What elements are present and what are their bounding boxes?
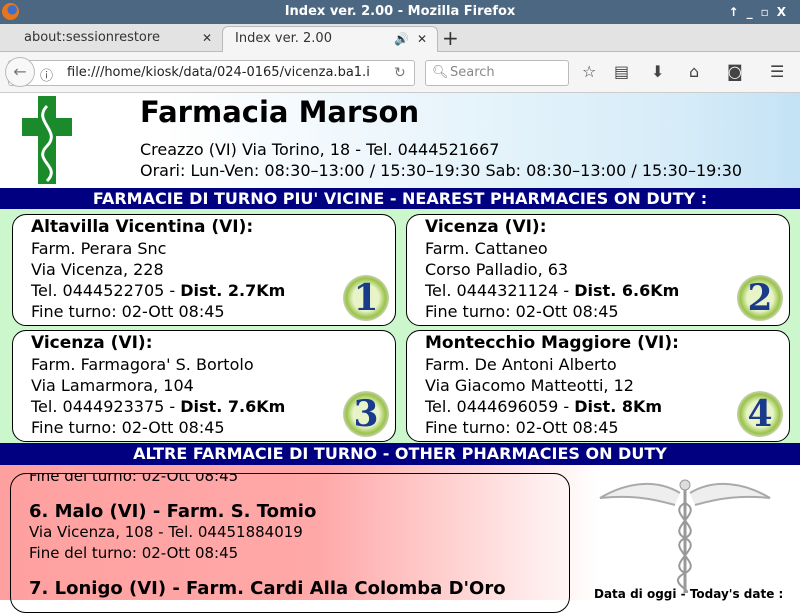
card-distance: Dist. 2.7Km: [180, 281, 286, 300]
speaker-icon[interactable]: 🔊: [394, 32, 409, 46]
nearest-banner: FARMACIE DI TURNO PIU' VICINE - NEAREST …: [0, 188, 800, 210]
other-banner: ALTRE FARMACIE DI TURNO - OTHER PHARMACI…: [0, 443, 800, 465]
window-title: Index ver. 2.00 - Mozilla Firefox: [284, 4, 516, 19]
card-distance: Dist. 7.6Km: [180, 397, 286, 416]
download-icon[interactable]: ⬇: [651, 62, 665, 81]
card-name: Farm. De Antoni Alberto: [425, 355, 617, 374]
other-pharmacies: Fine del turno: 02-Ott 08:45 6. Malo (VI…: [0, 465, 800, 613]
pharmacy-address: Creazzo (VI) Via Torino, 18 - Tel. 04445…: [140, 140, 500, 159]
tab-sessionrestore[interactable]: about:sessionrestore ✕: [0, 26, 222, 52]
other-pharmacy-title: 6. Malo (VI) - Farm. S. Tomio: [29, 501, 317, 522]
pharmacy-cross-logo: [22, 96, 72, 184]
window-controls[interactable]: ↑_▫X: [728, 5, 794, 19]
url-bar[interactable]: file:///home/kiosk/data/024-0165/vicenza…: [8, 60, 415, 86]
search-icon: 🔍︎: [432, 65, 449, 80]
tab-label: about:sessionrestore: [24, 30, 160, 45]
pharmacy-card[interactable]: Vicenza (VI): Farm. Farmagora' S. Bortol…: [12, 330, 396, 442]
close-tab-icon[interactable]: ✕: [416, 32, 427, 46]
card-name: Farm. Perara Snc: [31, 239, 167, 258]
card-distance: Dist. 6.6Km: [574, 281, 680, 300]
previous-end: Fine del turno: 02-Ott 08:45: [29, 473, 239, 485]
card-street: Via Lamarmora, 104: [31, 376, 194, 395]
card-tel: Tel. 0444923375 -: [31, 397, 181, 416]
pharmacy-card[interactable]: Vicenza (VI): Farm. Cattaneo Corso Palla…: [406, 214, 790, 326]
number-badge-icon: 2: [737, 275, 783, 321]
pharmacy-card[interactable]: Altavilla Vicentina (VI): Farm. Perara S…: [12, 214, 396, 326]
number-badge-icon: 1: [343, 275, 389, 321]
card-town: Vicenza (VI):: [425, 217, 547, 237]
window-titlebar: Index ver. 2.00 - Mozilla Firefox ↑_▫X: [0, 0, 800, 24]
number-badge-icon: 3: [343, 391, 389, 437]
other-pharmacy-end: Fine del turno: 02-Ott 08:45: [29, 544, 239, 562]
pharmacy-card[interactable]: Montecchio Maggiore (VI): Farm. De Anton…: [406, 330, 790, 442]
nearest-pharmacies: Altavilla Vicentina (VI): Farm. Perara S…: [0, 209, 800, 443]
info-icon[interactable]: ⓘ: [40, 69, 54, 84]
number-badge-icon: 4: [737, 391, 783, 437]
search-placeholder: Search: [450, 65, 495, 80]
other-pharmacy-address: Via Vicenza, 108 - Tel. 04451884019: [29, 523, 303, 541]
firefox-logo-icon: [2, 3, 19, 20]
new-tab-button[interactable]: +: [442, 26, 459, 50]
today-date-label: Data di oggi - Today's date :: [594, 587, 784, 601]
reading-list-icon[interactable]: ▤: [614, 62, 630, 81]
pharmacy-name: Farmacia Marson: [140, 95, 420, 129]
pocket-icon[interactable]: ◙: [727, 62, 743, 81]
reload-icon[interactable]: ↻: [394, 65, 406, 81]
card-name: Farm. Cattaneo: [425, 239, 548, 258]
card-street: Via Giacomo Matteotti, 12: [425, 376, 634, 395]
card-end: Fine turno: 02-Ott 08:45: [425, 418, 619, 437]
pharmacy-header: Farmacia Marson Creazzo (VI) Via Torino,…: [0, 93, 800, 188]
bookmark-star-icon[interactable]: ☆: [582, 62, 597, 81]
card-tel: Tel. 0444696059 -: [425, 397, 575, 416]
url-text: file:///home/kiosk/data/024-0165/vicenza…: [67, 65, 370, 80]
card-distance: Dist. 8Km: [574, 397, 663, 416]
card-tel: Tel. 0444522705 -: [31, 281, 181, 300]
home-icon[interactable]: ⌂: [689, 62, 700, 81]
card-end: Fine turno: 02-Ott 08:45: [31, 302, 225, 321]
pharmacy-hours: Orari: Lun-Ven: 08:30–13:00 / 15:30–19:3…: [140, 161, 743, 180]
card-end: Fine turno: 02-Ott 08:45: [31, 418, 225, 437]
other-pharmacy-title: 7. Lonigo (VI) - Farm. Cardi Alla Colomb…: [29, 578, 506, 599]
caduceus-image: [599, 479, 771, 593]
card-street: Via Vicenza, 228: [31, 260, 164, 279]
card-town: Montecchio Maggiore (VI):: [425, 333, 679, 353]
tab-label: Index ver. 2.00: [235, 31, 332, 46]
card-town: Vicenza (VI):: [31, 333, 153, 353]
tab-bar: about:sessionrestore ✕ Index ver. 2.00 🔊 ✕ …: [0, 24, 800, 52]
back-button[interactable]: ←: [5, 57, 35, 87]
card-street: Corso Palladio, 63: [425, 260, 569, 279]
other-pharmacies-list[interactable]: Fine del turno: 02-Ott 08:45 6. Malo (VI…: [10, 473, 570, 613]
card-end: Fine turno: 02-Ott 08:45: [425, 302, 619, 321]
card-town: Altavilla Vicentina (VI):: [31, 217, 254, 237]
close-tab-icon[interactable]: ✕: [201, 31, 212, 45]
card-name: Farm. Farmagora' S. Bortolo: [31, 355, 254, 374]
search-input[interactable]: 🔍︎ Search: [425, 60, 569, 86]
card-tel: Tel. 0444321124 -: [425, 281, 575, 300]
menu-icon[interactable]: ☰: [770, 62, 785, 81]
nav-bar: file:///home/kiosk/data/024-0165/vicenza…: [0, 52, 800, 93]
tab-index[interactable]: Index ver. 2.00 🔊 ✕: [222, 26, 438, 52]
